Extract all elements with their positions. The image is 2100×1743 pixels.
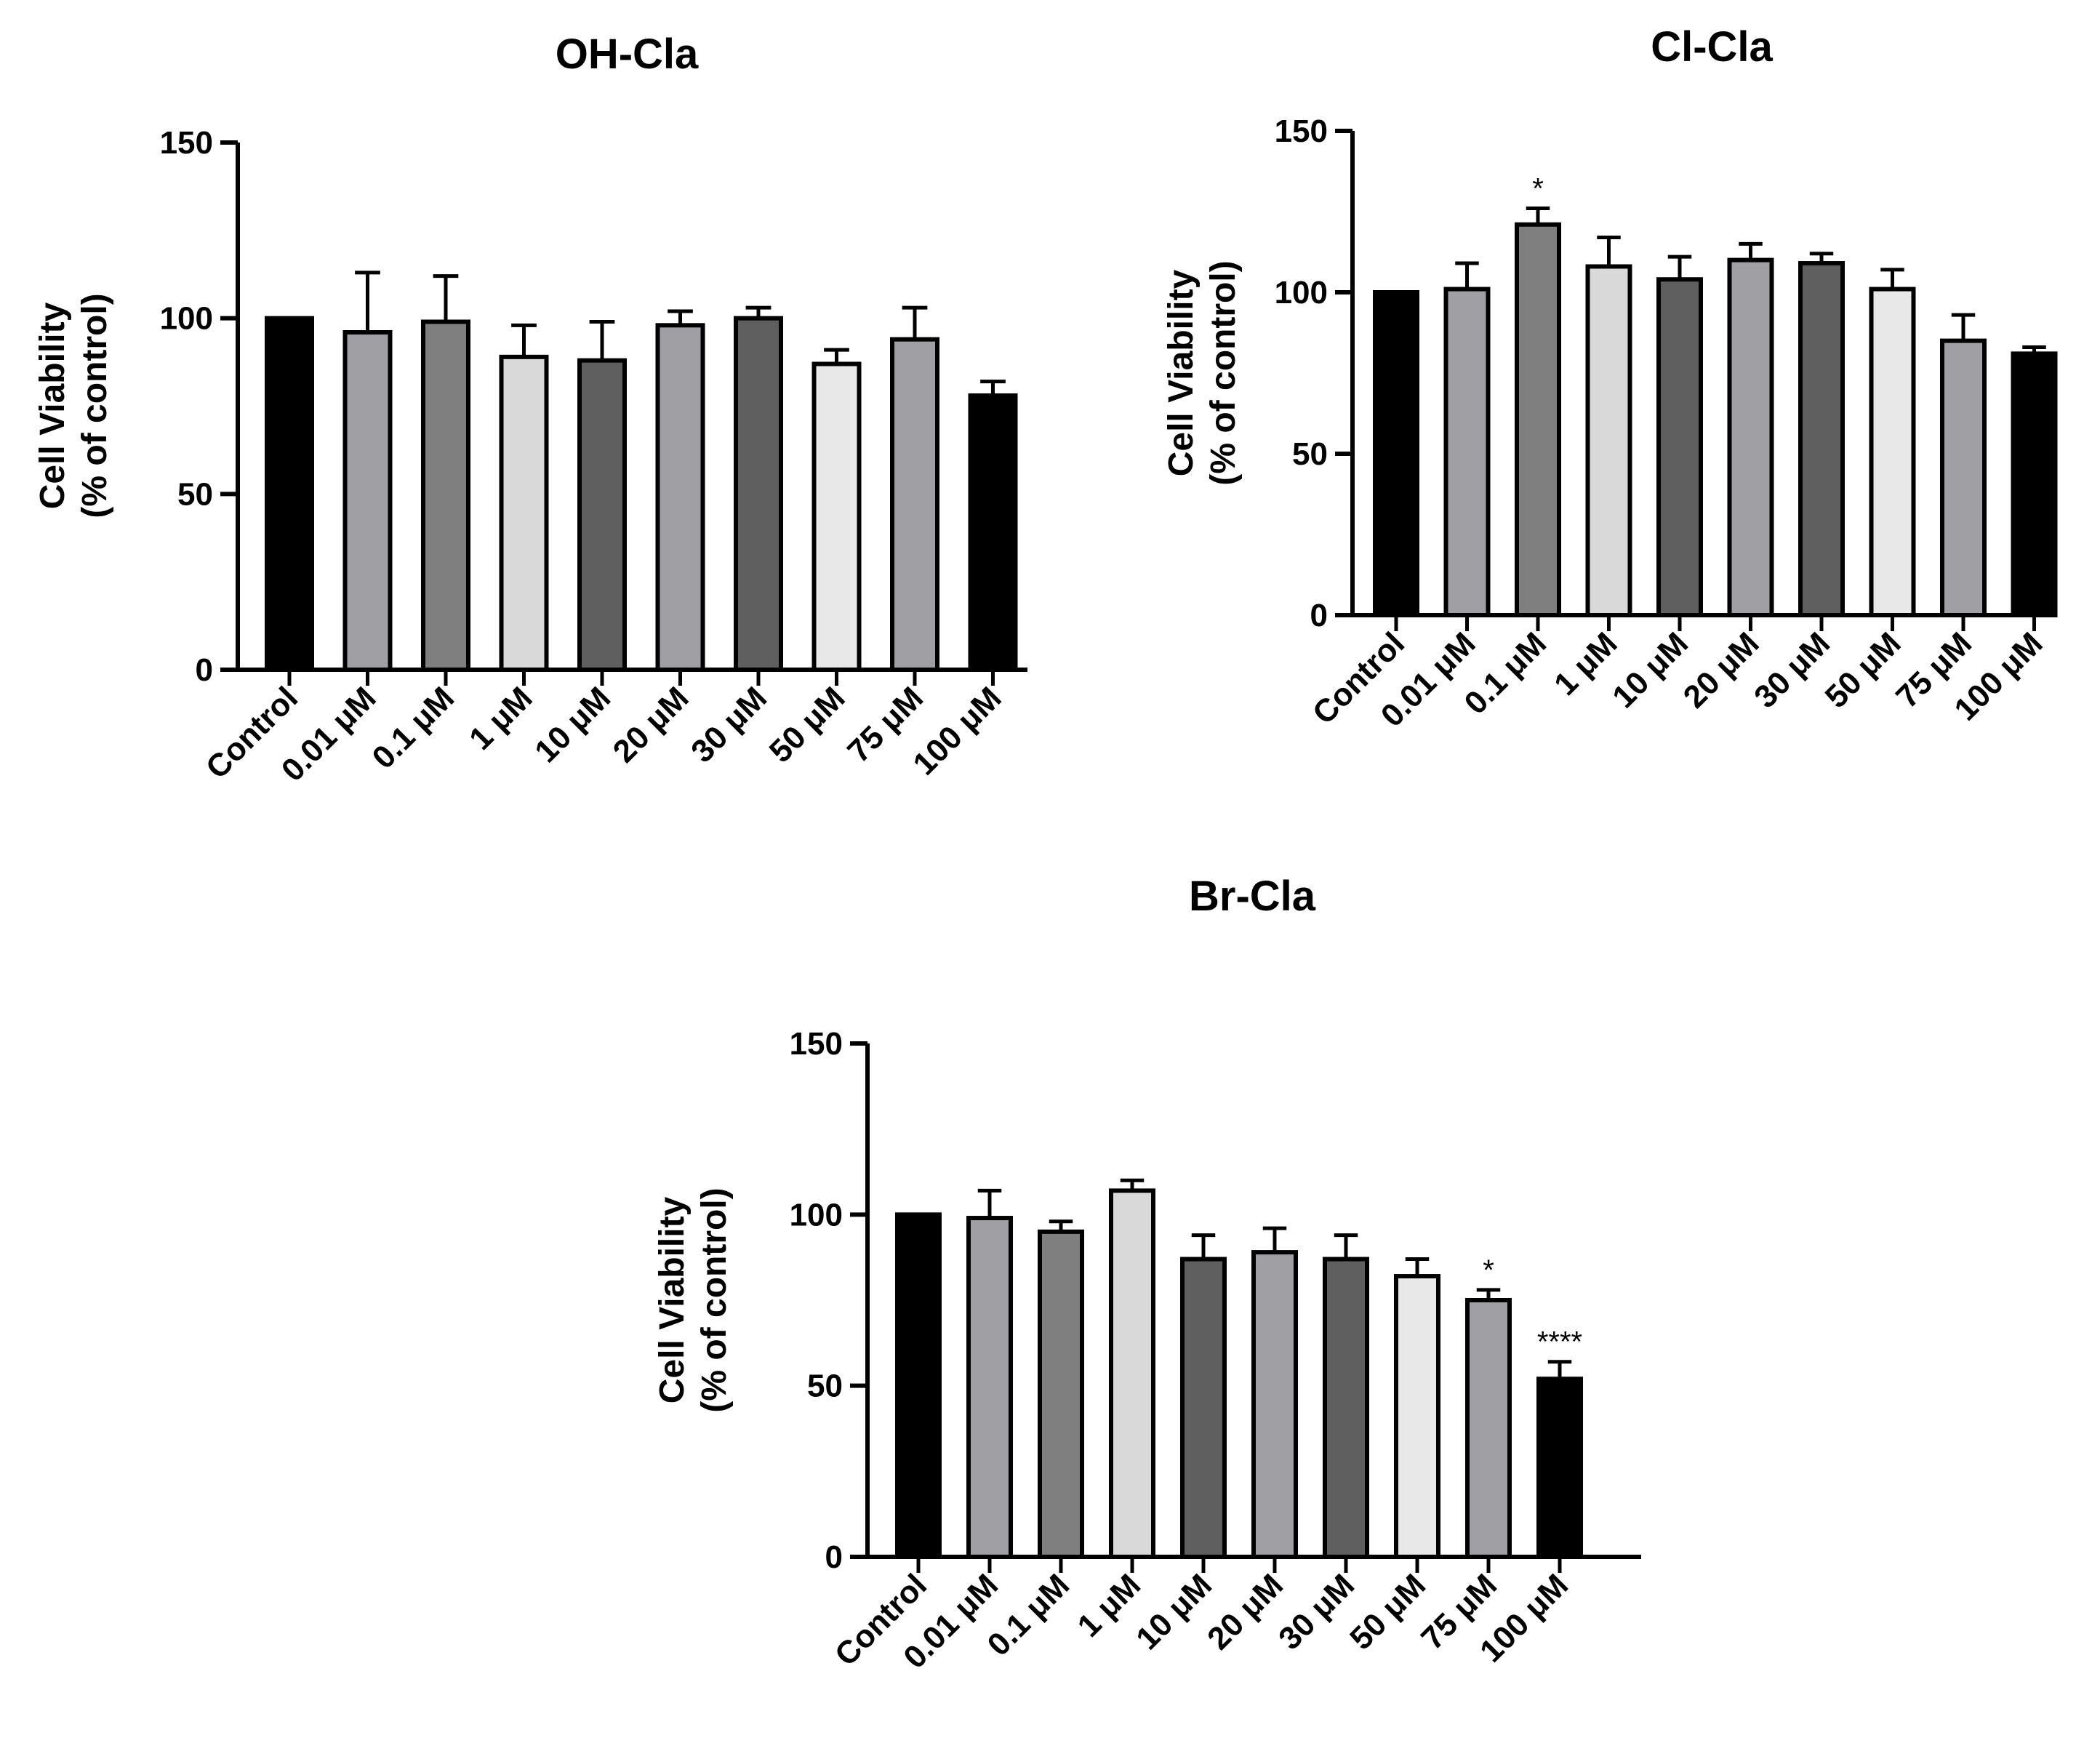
oh-cla-y-axis-label-line1: Cell Viability [33, 302, 72, 509]
br-cla-bar [1465, 1298, 1512, 1559]
br-cla-bar [1536, 1377, 1583, 1559]
br-cla-y-tick-label: 150 [790, 1026, 843, 1062]
br-cla-y-tick-label: 50 [807, 1369, 843, 1404]
cl-cla-y-axis-label-line1: Cell Viability [1162, 269, 1201, 476]
br-cla-significance-label: **** [1537, 1326, 1582, 1358]
oh-cla-title: OH-Cla [556, 31, 699, 78]
br-cla-x-tick-label: 10 μM [1129, 1567, 1219, 1656]
oh-cla-bar [890, 337, 939, 672]
cl-cla-x-tick-label: 50 μM [1819, 625, 1908, 715]
br-cla-y-axis-label-line1: Cell Viability [653, 1196, 692, 1403]
cl-cla-bar [1727, 257, 1774, 617]
oh-cla-y-axis-label: Cell Viability (% of control) [33, 293, 114, 518]
cl-cla-x-tick-label: 10 μM [1606, 625, 1695, 715]
cl-cla-x-tick-label: 20 μM [1677, 625, 1766, 715]
oh-cla-x-tick-label: 100 μM [906, 680, 1008, 782]
oh-cla-x-tick-label: 20 μM [606, 680, 696, 769]
oh-cla-bar [499, 354, 549, 672]
br-cla-bar [1251, 1250, 1298, 1560]
br-cla-x-tick-label: 50 μM [1343, 1567, 1432, 1656]
cl-cla-x-tick-label: 0.1 μM [1458, 625, 1553, 721]
br-cla-bar [1038, 1229, 1084, 1560]
cl-cla-bar [2011, 351, 2058, 617]
br-cla-y-axis-label-line2: (% of control) [695, 1187, 734, 1412]
br-cla-x-tick-label: 30 μM [1272, 1567, 1361, 1656]
oh-cla-y-tick-label: 0 [196, 652, 213, 688]
oh-cla-bar [968, 393, 1018, 672]
cl-cla-significance-label: * [1532, 173, 1544, 205]
br-cla-bar [895, 1212, 942, 1560]
oh-cla-x-tick-label: 50 μM [763, 680, 852, 769]
oh-cla-bar [265, 316, 314, 672]
br-cla-y-tick-label: 0 [825, 1539, 843, 1575]
cl-cla-y-tick-label: 150 [1275, 113, 1328, 149]
oh-cla-x-tick-label: 30 μM [684, 680, 774, 769]
oh-cla-bar [734, 316, 783, 672]
br-cla-y-tick-label: 100 [790, 1197, 843, 1233]
br-cla-bar [1180, 1257, 1227, 1560]
br-cla-significance-label: * [1483, 1254, 1494, 1286]
cl-cla-bar [1656, 277, 1703, 617]
cl-cla-bar [1940, 338, 1987, 617]
oh-cla-bar [342, 330, 393, 672]
cl-cla-bar [1515, 222, 1561, 617]
cl-cla-bar [1869, 287, 1916, 617]
br-cla-y-axis-label: Cell Viability (% of control) [653, 1187, 734, 1412]
br-cla-x-tick-label: 20 μM [1201, 1567, 1290, 1656]
oh-cla-x-tick-label: 0.1 μM [366, 680, 461, 775]
oh-cla-bar [811, 361, 862, 672]
oh-cla-y-tick-label: 150 [160, 125, 213, 161]
oh-cla-y-axis-label-line2: (% of control) [76, 293, 114, 518]
br-cla-x-tick-label: 0.1 μM [981, 1567, 1076, 1662]
cl-cla-y-tick-label: 0 [1310, 598, 1328, 633]
br-cla-bar [966, 1216, 1013, 1560]
cl-cla-y-tick-label: 100 [1275, 275, 1328, 310]
cl-cla-bar [1798, 261, 1845, 617]
oh-cla-y-tick-label: 100 [160, 301, 213, 337]
cl-cla-bar [1373, 290, 1419, 617]
cl-cla-bar [1443, 287, 1491, 617]
br-cla-bar [1394, 1274, 1440, 1559]
cl-cla-y-tick-label: 50 [1292, 436, 1328, 472]
br-cla-bar [1109, 1188, 1155, 1560]
oh-cla-x-tick-label: 1 μM [462, 680, 540, 757]
oh-cla-y-tick-label: 50 [177, 476, 213, 512]
cl-cla-title: Cl-Cla [1651, 23, 1773, 71]
oh-cla-bar [577, 358, 627, 672]
br-cla-title: Br-Cla [1189, 873, 1316, 920]
cl-cla-y-axis-label: Cell Viability (% of control) [1162, 260, 1243, 485]
oh-cla-x-tick-label: 10 μM [528, 680, 617, 769]
br-cla-bar [1323, 1257, 1369, 1560]
cl-cla-x-tick-label: 30 μM [1747, 625, 1837, 715]
oh-cla-bar [655, 323, 705, 672]
cl-cla-y-axis-label-line2: (% of control) [1204, 260, 1243, 485]
cl-cla-bar [1585, 264, 1632, 617]
oh-cla-bar [421, 319, 470, 672]
